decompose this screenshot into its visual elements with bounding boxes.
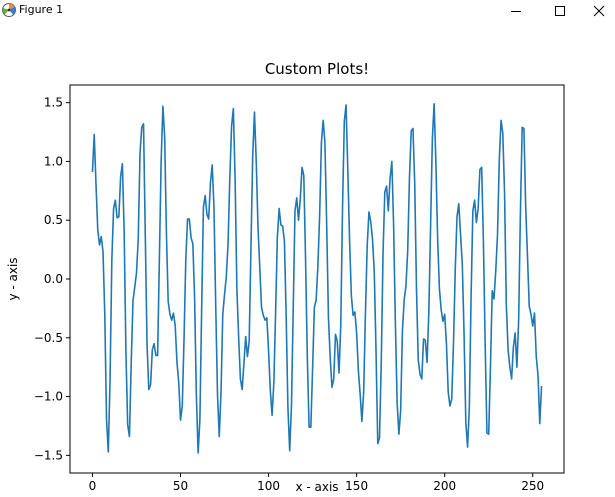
matplotlib-icon (2, 3, 16, 17)
y-tick-label: 0.5 (44, 213, 63, 227)
maximize-icon (555, 6, 565, 16)
x-tick-label: 250 (521, 479, 544, 493)
x-tick-label: 150 (345, 479, 368, 493)
line-chart: Custom Plots! 0 50 100 150 200 250 −1.5 −1.0 −0… (6, 60, 565, 494)
figure-canvas: Custom Plots! 0 50 100 150 200 250 −1.5 −1.0 −0… (0, 22, 615, 494)
y-tick-label: −0.5 (34, 331, 63, 345)
series-line-0 (91, 103, 543, 454)
x-tick-label: 50 (173, 479, 188, 493)
close-icon (593, 5, 605, 17)
y-tick-label: 0.0 (44, 272, 63, 286)
y-tick-label: 1.5 (44, 96, 63, 110)
minimize-button[interactable] (496, 0, 536, 22)
x-tick-label: 0 (89, 479, 97, 493)
x-axis-label: x - axis (295, 480, 338, 493)
y-tick-label: 1.0 (44, 154, 63, 168)
y-tick-label: −1.5 (34, 448, 63, 462)
window-titlebar: Figure 1 (0, 0, 615, 22)
chart-title: Custom Plots! (265, 60, 369, 78)
close-button[interactable] (583, 0, 615, 22)
minimize-icon (511, 11, 521, 12)
y-axis-label: y - axis (6, 257, 20, 300)
y-axis: −1.5 −1.0 −0.5 0.0 0.5 1.0 1.5 (34, 96, 70, 462)
maximize-button[interactable] (540, 0, 580, 22)
plot-layer (91, 103, 543, 454)
x-tick-label: 200 (433, 479, 456, 493)
x-tick-label: 100 (257, 479, 280, 493)
window-title: Figure 1 (19, 3, 64, 16)
y-tick-label: −1.0 (34, 390, 63, 404)
x-axis: 0 50 100 150 200 250 (89, 473, 544, 493)
